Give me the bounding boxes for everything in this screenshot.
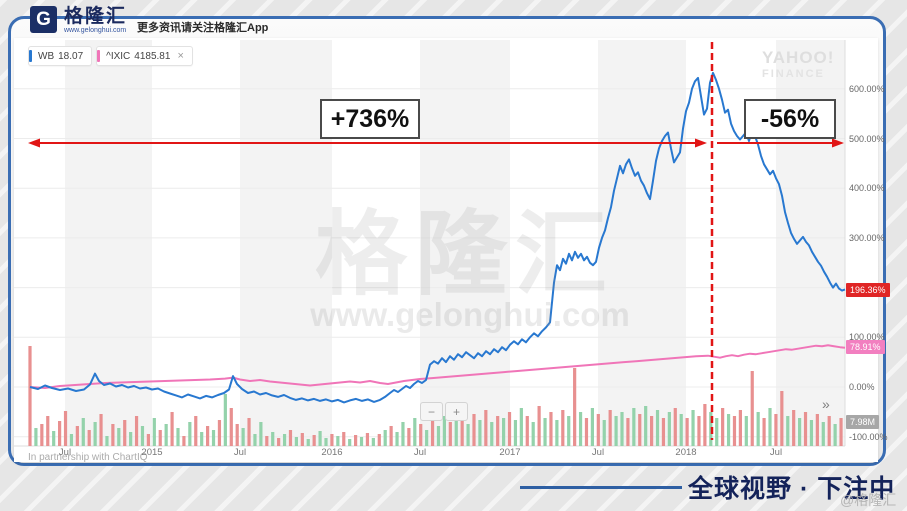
footer-slogan: 全球视野 · 下注中国 (688, 475, 896, 503)
zebra-bands (65, 40, 845, 446)
corner-watermark: @格隆汇 (840, 492, 897, 508)
gain-annotation-box: +736% (320, 99, 420, 139)
legend-chip-ixic[interactable]: ^IXIC 4185.81 × (96, 46, 193, 66)
chart-card: 格隆汇 www.gelonghui.com YAHOO! FINANCE WB … (14, 38, 890, 463)
x-axis-label: 2016 (321, 447, 343, 458)
x-axis-label: Jul (413, 447, 427, 458)
x-axis-label: Jul (58, 447, 72, 458)
wb-symbol: WB (38, 50, 55, 62)
gain-arrow (28, 138, 707, 148)
volume-bars (28, 346, 843, 446)
brand-header: G 格隆汇 www.gelonghui.com 更多资讯请关注格隆汇App (30, 6, 268, 35)
brand-logo-letter: G (36, 8, 51, 30)
close-icon[interactable]: × (177, 50, 184, 62)
ixic-line (29, 344, 846, 389)
right-axis-label: 500.00% (849, 133, 885, 144)
ixic-symbol: ^IXIC (106, 50, 131, 62)
wb-price: 18.07 (58, 50, 84, 62)
x-axis-label: Jul (591, 447, 605, 458)
right-axis-label: 300.00% (849, 232, 885, 243)
right-axis-label: -100.00% (849, 431, 888, 442)
right-axis-label: 0.00% (849, 382, 875, 392)
partnership-note: In partnership with ChartIQ (28, 452, 148, 463)
x-axis-label: 2015 (141, 447, 163, 458)
legend: WB 18.07 ^IXIC 4185.81 × (28, 46, 193, 66)
brand-title: 格隆汇 (64, 6, 128, 27)
x-axis-label: Jul (233, 447, 247, 458)
zoom-in-button[interactable]: + (445, 402, 468, 421)
x-axis-label: 2018 (675, 447, 697, 458)
right-axis-label: 400.00% (849, 183, 885, 194)
zoom-controls: − + (420, 402, 468, 421)
zoom-out-button[interactable]: − (420, 402, 443, 421)
x-axis-label: 2017 (499, 447, 521, 458)
gridlines (14, 40, 846, 447)
expand-chevron-button[interactable]: » (822, 396, 830, 412)
wb-last-value-badge: 196.36% (846, 283, 890, 297)
footer-accent-line (520, 486, 682, 489)
wb-color-bar (29, 50, 32, 62)
ixic-price: 4185.81 (134, 50, 171, 62)
legend-chip-wb[interactable]: WB 18.07 (28, 46, 93, 66)
right-axis-label: 100.00% (849, 332, 885, 343)
loss-annotation-box: -56% (744, 99, 836, 139)
right-axis-label: 600.00% (849, 83, 885, 94)
volume-last-value-badge: 7.98M (846, 415, 880, 429)
ixic-last-value-badge: 78.91% (846, 340, 885, 354)
x-axis-label: Jul (769, 447, 783, 458)
brand-url: www.gelonghui.com (64, 27, 127, 34)
ixic-color-bar (97, 50, 101, 62)
brand-logo-icon: G (30, 6, 57, 33)
loss-arrow (717, 138, 844, 148)
brand-tagline: 更多资讯请关注格隆汇App (137, 22, 269, 34)
